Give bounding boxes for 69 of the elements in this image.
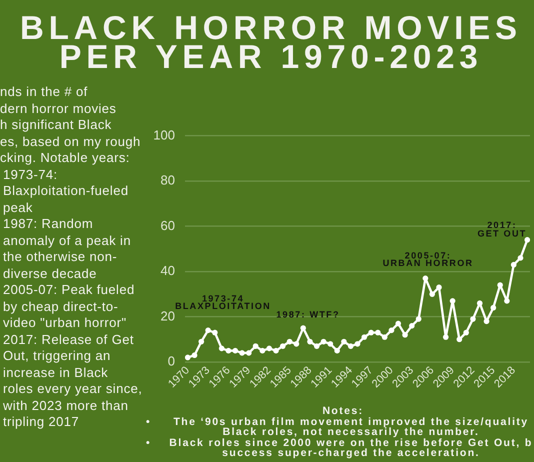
point [294,341,300,347]
point [436,284,442,290]
point [348,343,354,349]
point [192,352,198,358]
point [226,348,232,354]
point [442,334,449,340]
point [497,282,503,288]
point [300,325,306,331]
point [341,338,347,344]
text: • Black roles since 2000 were on the rise before Get Out, b success super-charged the acceleration. [146,436,533,460]
point [504,298,510,304]
point [476,300,483,306]
point [252,343,258,349]
y-tick-label: 40 [160,263,175,278]
point [328,341,334,347]
y-tick-label: 80 [160,172,175,188]
point [246,350,252,356]
point [429,291,436,297]
point [388,328,394,334]
point [266,346,272,352]
point [375,330,381,336]
text: nds in the # of dern horror movies h significant Black es, based on my rough cking. Notable years: [0,84,141,166]
annotation: 2005-07: URBAN HORROR [382,250,474,268]
point [463,330,469,336]
point [205,328,211,334]
point [212,330,218,336]
text: 2005-07: Peak fueled by cheap direct-to- video "urban horror" [3,282,135,332]
point [232,348,238,354]
point [260,348,266,354]
point [416,316,422,322]
point [470,316,476,322]
y-tick-label: 100 [153,127,175,142]
point [307,338,313,344]
text: 2017: Release of Get Out, triggering an increase in Black roles every year since, with 2023 more than tripling 2017 [3,332,142,430]
point [518,255,524,261]
text: 1973-74: Blaxploitation-fueled peak [3,166,128,216]
point [450,298,456,304]
point [185,354,191,360]
point [198,338,204,344]
point [402,332,408,338]
annotation: 2017: GET OUT [477,220,527,238]
annotation: 1973-74 BLAXPLOITATION [175,293,271,312]
text: 1987: Random anomaly of a peak in the otherwise non- diverse decade [3,216,131,282]
point [320,338,326,344]
point [510,262,516,268]
point [218,346,224,352]
point [382,334,388,340]
text: • The ‘90s urban film movement improved the size/quality Black roles, not necessarily the number. [146,416,529,438]
point [395,320,402,326]
point [314,343,320,349]
point [490,304,496,311]
point [361,334,368,340]
y-tick-label: 0 [168,354,175,369]
point [368,330,374,336]
point [524,237,530,243]
point [422,276,428,282]
y-tick-label: 20 [160,308,175,324]
y-tick-label: 60 [160,218,175,233]
point [354,341,360,347]
point [409,323,415,329]
point [334,348,340,354]
point [286,338,292,344]
point [273,348,279,354]
point [280,343,286,349]
point [239,350,245,356]
point [456,336,462,342]
chart-title: BLACK HORROR MOVIES PER YEAR 1970-2023 [19,9,523,75]
text: Notes: [321,405,365,417]
annotation: 1987: WTF? [276,309,340,320]
